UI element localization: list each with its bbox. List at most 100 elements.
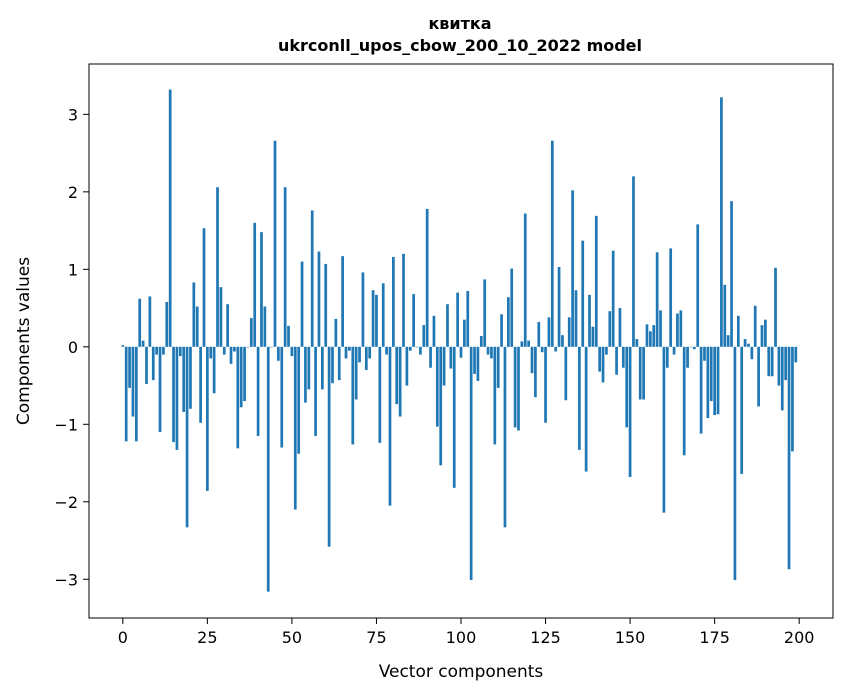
bar-166 (682, 346, 686, 456)
bar-198 (791, 346, 794, 452)
bar-142 (601, 346, 605, 383)
bar-181 (733, 346, 737, 581)
bar-76 (378, 346, 382, 443)
bar-115 (510, 268, 514, 347)
bar-159 (659, 310, 662, 347)
bar-150 (628, 346, 632, 477)
bar-155 (645, 324, 649, 347)
bar-132 (567, 317, 571, 347)
bar-161 (665, 346, 669, 368)
bar-36 (243, 346, 246, 402)
bar-16 (175, 346, 179, 450)
bar-22 (195, 306, 199, 347)
bar-173 (706, 346, 710, 419)
bar-164 (676, 313, 679, 347)
bar-180 (730, 201, 733, 347)
bar-34 (236, 346, 240, 449)
bar-160 (662, 346, 666, 513)
y-axis-label: Components values (14, 257, 34, 425)
bar-188 (757, 346, 760, 407)
bar-73 (368, 346, 372, 359)
bar-17 (178, 346, 182, 357)
bar-60 (324, 263, 328, 347)
bar-65 (341, 256, 344, 347)
bar-45 (273, 140, 277, 347)
bar-12 (162, 346, 165, 355)
bar-61 (327, 346, 331, 547)
x-tick-label: 200 (784, 628, 815, 647)
bar-139 (591, 326, 595, 347)
bar-6 (141, 340, 145, 347)
bar-102 (466, 291, 470, 347)
bar-128 (554, 346, 558, 352)
bar-8 (148, 296, 152, 347)
bar-82 (398, 346, 402, 417)
bar-157 (652, 325, 656, 347)
bar-146 (615, 346, 618, 375)
bar-97 (449, 346, 453, 369)
bar-141 (598, 346, 602, 372)
bar-85 (408, 346, 412, 351)
bar-33 (233, 346, 236, 352)
bar-63 (334, 318, 338, 347)
bar-103 (469, 346, 473, 581)
bar-41 (260, 232, 263, 347)
bar-5 (138, 298, 142, 347)
bar-149 (625, 346, 629, 428)
bar-126 (547, 317, 551, 347)
bar-171 (699, 346, 703, 434)
bar-23 (199, 346, 202, 423)
bar-109 (490, 346, 493, 359)
bar-68 (351, 346, 355, 445)
bar-165 (679, 310, 683, 347)
bar-183 (740, 346, 744, 474)
bar-11 (158, 346, 162, 433)
bar-167 (686, 346, 689, 368)
bar-113 (503, 346, 507, 528)
bar-7 (145, 346, 148, 384)
bar-77 (381, 283, 385, 347)
bar-133 (571, 190, 574, 347)
x-tick-label: 75 (366, 628, 386, 647)
bar-53 (300, 261, 304, 347)
bar-104 (473, 346, 476, 374)
bar-143 (605, 346, 608, 355)
x-tick-label: 175 (699, 628, 730, 647)
bar-13 (165, 301, 169, 347)
bar-81 (395, 346, 399, 405)
bar-20 (189, 346, 192, 409)
bar-118 (520, 341, 524, 347)
bar-42 (263, 306, 267, 347)
bar-44 (270, 346, 273, 348)
bar-170 (696, 224, 700, 347)
bar-106 (479, 335, 483, 347)
bar-130 (561, 335, 564, 347)
bar-110 (493, 346, 497, 445)
x-axis-label: Vector components (379, 662, 544, 682)
bar-50 (290, 346, 294, 357)
bar-135 (578, 346, 581, 450)
bar-62 (331, 346, 334, 384)
bar-152 (635, 339, 639, 347)
bar-55 (307, 346, 311, 390)
bar-1 (124, 346, 128, 442)
bar-series (121, 89, 798, 592)
bar-28 (216, 187, 219, 347)
bar-138 (588, 294, 591, 347)
bar-145 (611, 250, 615, 347)
bar-39 (253, 222, 257, 347)
x-tick-label: 50 (282, 628, 302, 647)
bar-179 (726, 335, 730, 347)
bar-174 (709, 346, 713, 402)
x-tick-label: 100 (446, 628, 477, 647)
bar-93 (435, 346, 439, 427)
bar-91 (429, 346, 432, 368)
bar-99 (456, 292, 459, 347)
bar-131 (564, 346, 568, 401)
bar-47 (280, 346, 284, 448)
bar-35 (239, 346, 243, 408)
bar-136 (581, 240, 585, 347)
bar-101 (463, 319, 466, 347)
bar-18 (182, 346, 186, 412)
bar-147 (618, 308, 622, 347)
